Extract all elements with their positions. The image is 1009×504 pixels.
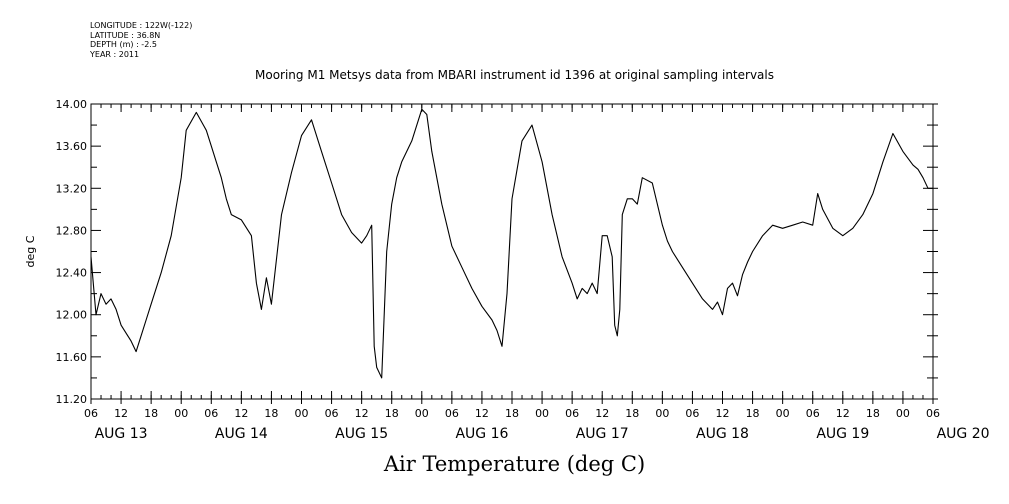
- y-tick-label: 12.00: [56, 309, 88, 322]
- x-tick-label: 06: [685, 407, 699, 420]
- metadata-block: LONGITUDE : 122W(-122) LATITUDE : 36.8N …: [90, 21, 192, 59]
- x-axis-label: Air Temperature (deg C): [383, 452, 646, 476]
- y-tick-label: 13.20: [56, 182, 88, 195]
- x-tick-label: 00: [174, 407, 188, 420]
- y-tick-label: 11.20: [56, 393, 88, 406]
- x-day-label: AUG 16: [455, 426, 508, 442]
- x-tick-label: 12: [836, 407, 850, 420]
- y-tick-label: 13.60: [56, 140, 88, 153]
- x-tick-label: 12: [595, 407, 609, 420]
- year-text: YEAR : 2011: [90, 49, 140, 59]
- longitude-text: LONGITUDE : 122W(-122): [90, 21, 193, 30]
- y-tick-label: 12.80: [56, 224, 88, 237]
- x-tick-label: 00: [415, 407, 429, 420]
- x-day-label: AUG 18: [696, 426, 749, 442]
- x-tick-label: 06: [204, 407, 218, 420]
- x-tick-label: 00: [295, 407, 309, 420]
- x-tick-label: 12: [114, 407, 128, 420]
- x-tick-label: 18: [264, 407, 278, 420]
- plot-frame: [90, 103, 934, 400]
- chart-title: Mooring M1 Metsys data from MBARI instru…: [255, 68, 774, 82]
- x-tick-label: 18: [144, 407, 158, 420]
- x-tick-label: 18: [866, 407, 880, 420]
- x-tick-label: 00: [776, 407, 790, 420]
- line-chart: 06 12 18 00 06 12 18 00 06 12 18 00 06 12 18 00 06 12 18 00…: [24, 98, 990, 442]
- x-tick-label: 18: [746, 407, 760, 420]
- y-tick-label: 11.60: [56, 351, 88, 364]
- x-day-label: AUG 17: [576, 426, 629, 442]
- x-day-label: AUG 19: [816, 426, 869, 442]
- x-tick-label: 12: [234, 407, 248, 420]
- x-tick-label: 12: [716, 407, 730, 420]
- x-tick-label: 06: [445, 407, 459, 420]
- latitude-text: LATITUDE : 36.8N: [90, 30, 161, 40]
- x-day-label: AUG 20: [937, 426, 990, 442]
- x-tick-label: 00: [896, 407, 910, 420]
- x-tick-label: 06: [565, 407, 579, 420]
- x-tick-label: 18: [385, 407, 399, 420]
- air-temperature-series-line: [90, 108, 933, 379]
- x-tick-label: 06: [84, 407, 98, 420]
- x-day-label: AUG 15: [335, 426, 388, 442]
- x-tick-label: 06: [926, 407, 940, 420]
- x-tick-label: 00: [655, 407, 669, 420]
- x-tick-label: 00: [535, 407, 549, 420]
- x-day-label: AUG 13: [95, 426, 148, 442]
- x-tick-label: 18: [505, 407, 519, 420]
- x-tick-label: 06: [325, 407, 339, 420]
- x-tick-label: 06: [806, 407, 820, 420]
- y-tick-label: 14.00: [56, 98, 88, 111]
- y-tick-label: 12.40: [56, 267, 88, 280]
- x-tick-label: 12: [475, 407, 489, 420]
- y-axis-label: deg C: [24, 235, 37, 267]
- x-day-label: AUG 14: [215, 426, 268, 442]
- x-tick-label: 12: [355, 407, 369, 420]
- x-tick-label: 18: [625, 407, 639, 420]
- depth-text: DEPTH (m) : -2.5: [90, 40, 157, 49]
